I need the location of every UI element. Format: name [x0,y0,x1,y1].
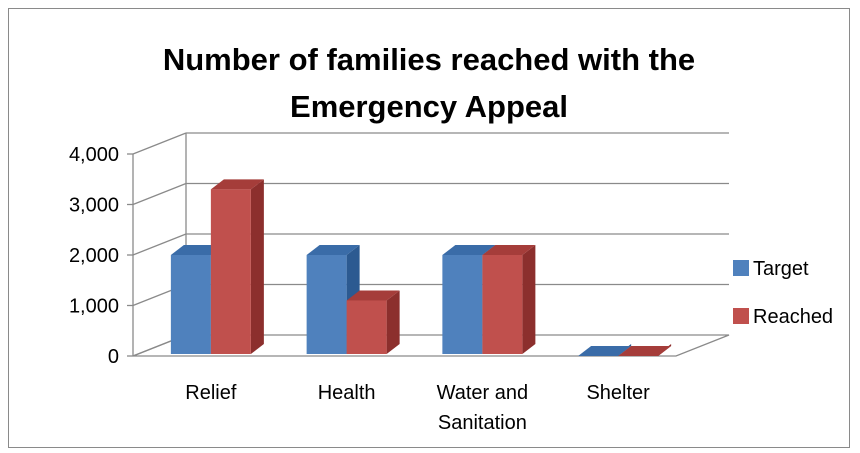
chart-frame [8,8,850,448]
bar-reached [482,255,523,354]
bar-side-reached [386,290,400,354]
legend-swatch-target [733,260,749,276]
bar-side-reached [250,179,264,354]
y-tick-label: 0 [108,346,119,368]
legend: Target Reached [733,258,833,328]
gridline-diagonal [132,132,187,155]
bar-top-reached [618,346,672,356]
bar-target [170,255,211,354]
category-label: Water and [437,382,529,404]
chart-title-line-1: Number of families reached with the [162,42,696,77]
bar-reached [210,189,251,354]
bar-top-reached [346,290,400,301]
bar-target [306,255,347,354]
bar-top-reached [210,179,264,190]
bars [170,179,672,356]
y-tick-label: 4,000 [69,144,119,166]
y-tick-labels: 0 1,000 2,000 3,000 4,000 [69,144,119,368]
bar-side-reached [522,245,536,354]
category-label: Health [318,382,376,404]
bar-top-target [170,245,224,255]
chart-title: Number of families reached with the Emer… [8,36,850,130]
chart-title-line-2: Emergency Appeal [290,89,568,124]
bar-top-target [306,245,360,255]
gridline-diagonal [132,233,187,256]
y-tick-label: 3,000 [69,195,119,217]
category-label: Sanitation [438,412,527,434]
category-label: Relief [185,382,237,404]
gridlines [127,132,729,357]
legend-label-target: Target [753,258,809,280]
legend-label-reached: Reached [753,306,833,328]
category-label: Shelter [586,382,650,404]
y-tick-label: 1,000 [69,296,119,318]
bar-top-target [578,346,632,356]
bar-target [442,255,483,354]
category-labels: Relief Health Water and Sanitation Shelter [185,382,650,434]
bar-reached [346,300,387,354]
bar-top-target [442,245,496,255]
gridline-diagonal [132,182,187,206]
legend-swatch-reached [733,308,749,324]
y-tick-label: 2,000 [69,245,119,267]
bar-top-reached [482,245,536,255]
